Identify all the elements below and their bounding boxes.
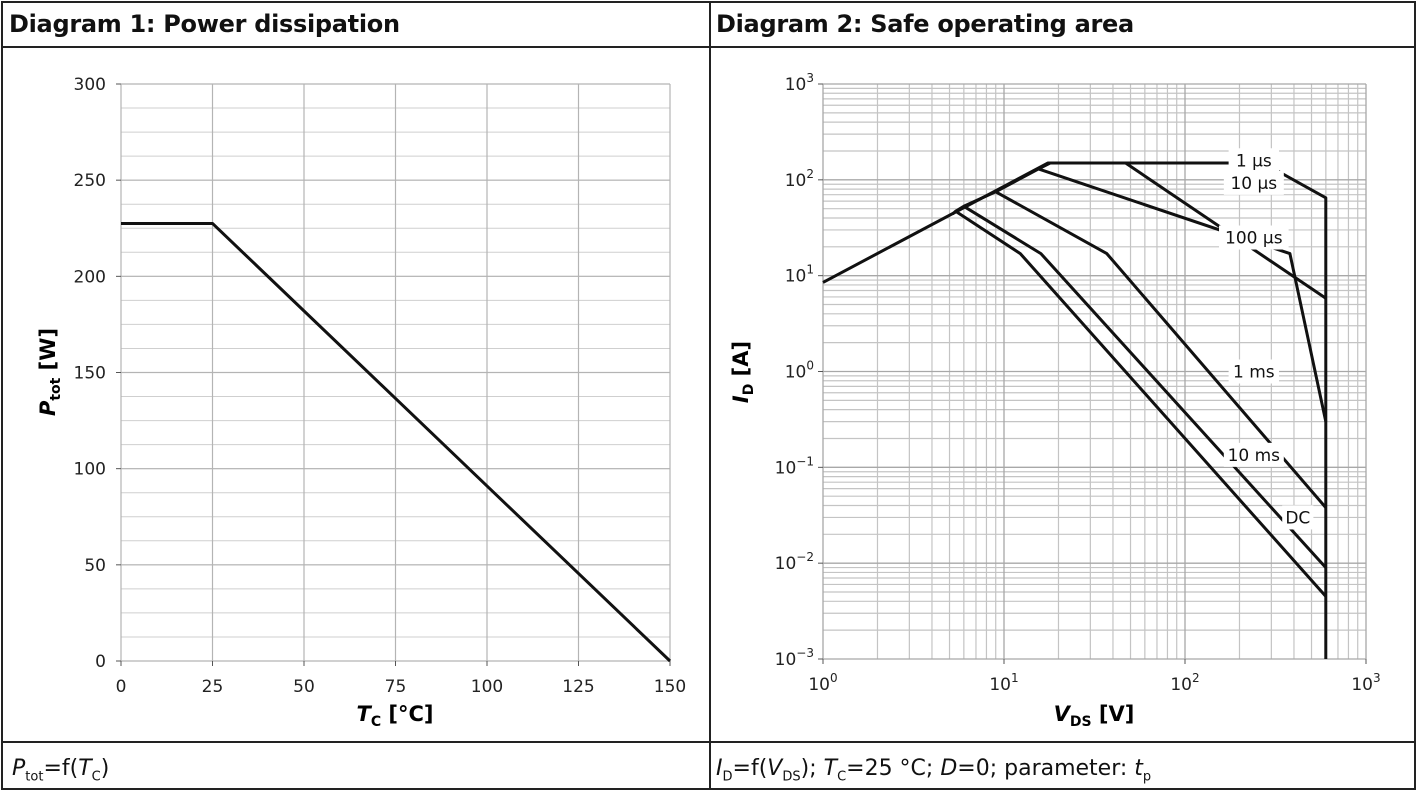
y-tick-label: 300 bbox=[74, 75, 106, 95]
x-tick-label: 102 bbox=[1170, 671, 1199, 695]
y-tick-label: 101 bbox=[785, 263, 814, 287]
annotation-box bbox=[1223, 442, 1284, 467]
x-tick-label: 50 bbox=[293, 677, 315, 697]
annotation-label: 1 µs bbox=[1236, 151, 1272, 171]
annotation-label: 100 µs bbox=[1225, 229, 1283, 249]
diagram-2-caption: ID=f(VDS); TC=25 °C; D=0; parameter: tp bbox=[716, 756, 1152, 785]
y-tick-label: 10−3 bbox=[775, 646, 814, 670]
annotation-box bbox=[1228, 148, 1280, 173]
x-tick-label: 125 bbox=[562, 677, 594, 697]
diagram-1-caption: Ptot=f(TC) bbox=[12, 756, 110, 785]
x-tick-label: 150 bbox=[654, 677, 686, 697]
annotation-box bbox=[1282, 505, 1314, 530]
y-tick-label: 10−2 bbox=[775, 550, 814, 574]
soa-line-10-ms bbox=[954, 204, 1327, 569]
y-tick-label: 0 bbox=[95, 652, 106, 672]
annotation-label: 10 µs bbox=[1230, 174, 1277, 194]
annotation-box bbox=[1228, 359, 1280, 384]
x-tick-label: 100 bbox=[471, 677, 503, 697]
annotation-box bbox=[1219, 225, 1289, 250]
title-row-divider bbox=[1, 46, 1416, 48]
annotation-label: 1 ms bbox=[1233, 363, 1275, 383]
power-dissipation-chart: 0 25 50 75 100 125 150 0 50 100 150 200 250 300 TC [°C… bbox=[36, 75, 686, 730]
x-tick-label: 101 bbox=[989, 671, 1018, 695]
y-tick-label: 150 bbox=[74, 364, 106, 384]
power-derating-line bbox=[121, 221, 672, 663]
y-axis-label: Ptot [W] bbox=[36, 328, 64, 416]
y-axis-label: ID [A] bbox=[729, 341, 757, 403]
annotation-label: DC bbox=[1285, 508, 1310, 528]
y-tick-label: 100 bbox=[785, 359, 814, 383]
panel-divider bbox=[709, 1, 711, 790]
y-tick-label: 100 bbox=[74, 460, 106, 480]
y-tick-label: 103 bbox=[785, 71, 814, 95]
y-tick-label: 102 bbox=[785, 167, 814, 191]
diagram-1-title: Diagram 1: Power dissipation bbox=[9, 10, 400, 38]
y-tick-label: 200 bbox=[74, 267, 106, 287]
diagram-2-title: Diagram 2: Safe operating area bbox=[716, 10, 1134, 38]
x-tick-label: 25 bbox=[202, 677, 224, 697]
annotation-box bbox=[1223, 170, 1284, 195]
y-tick-label: 50 bbox=[84, 556, 106, 576]
soa-line-DC bbox=[951, 209, 1327, 598]
annotation-label: 10 ms bbox=[1228, 446, 1281, 466]
caption-row-divider bbox=[1, 741, 1416, 743]
soa-line-1-ms bbox=[963, 190, 1327, 509]
y-tick-label: 250 bbox=[74, 171, 106, 191]
x-tick-label: 0 bbox=[116, 677, 127, 697]
y-tick-label: 10−1 bbox=[775, 454, 814, 478]
x-tick-label: 100 bbox=[808, 671, 837, 695]
soa-line-100-us bbox=[994, 167, 1328, 422]
x-axis-label: TC [°C] bbox=[356, 702, 433, 730]
x-tick-label: 103 bbox=[1351, 671, 1380, 695]
x-axis-label: VDS [V] bbox=[1054, 702, 1135, 730]
x-tick-label: 75 bbox=[385, 677, 407, 697]
